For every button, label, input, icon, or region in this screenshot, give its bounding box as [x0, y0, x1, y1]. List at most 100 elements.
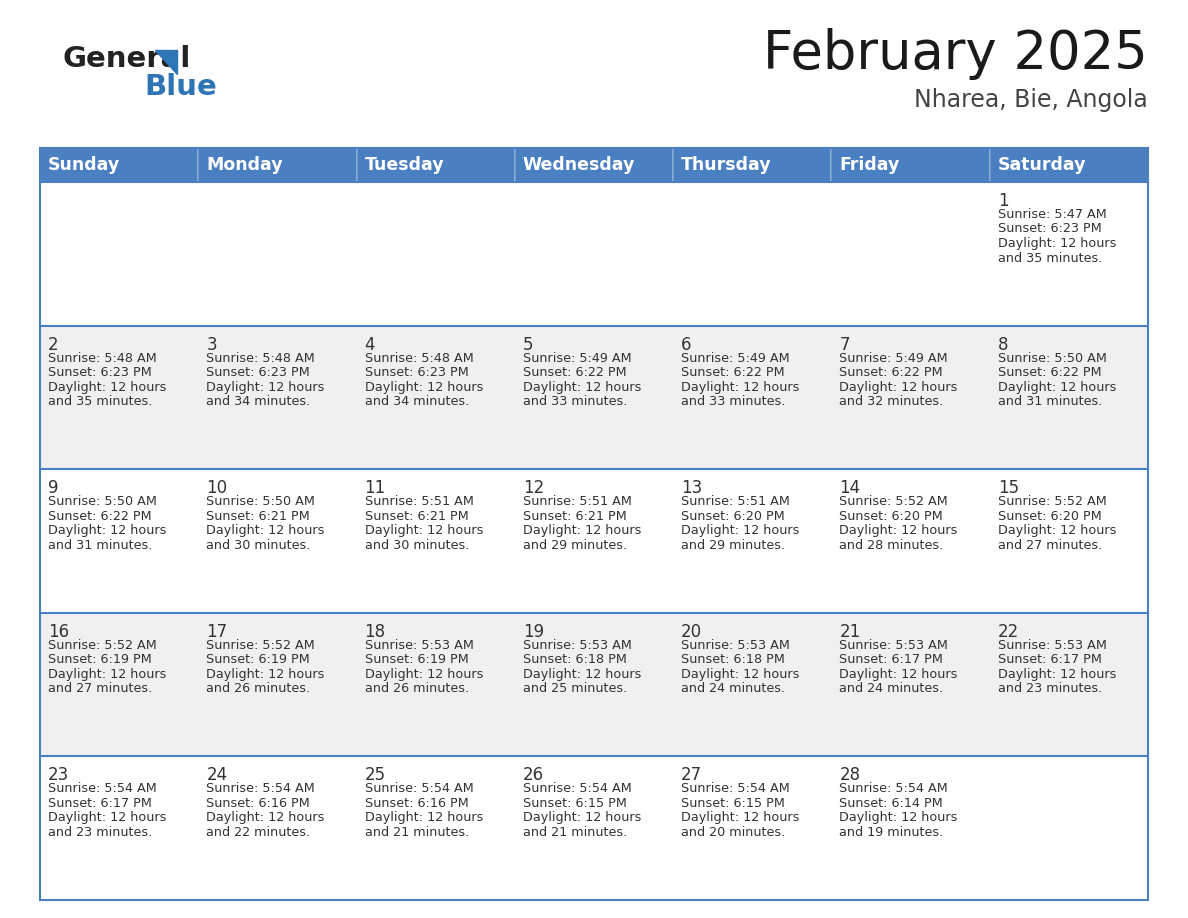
Text: and 30 minutes.: and 30 minutes.: [365, 539, 469, 552]
Text: 23: 23: [48, 767, 69, 784]
Text: 21: 21: [840, 622, 860, 641]
Text: Daylight: 12 hours: Daylight: 12 hours: [48, 667, 166, 681]
Text: 7: 7: [840, 336, 849, 353]
Text: Daylight: 12 hours: Daylight: 12 hours: [681, 524, 800, 537]
Text: Sunrise: 5:53 AM: Sunrise: 5:53 AM: [998, 639, 1106, 652]
Text: Sunrise: 5:53 AM: Sunrise: 5:53 AM: [840, 639, 948, 652]
Text: Monday: Monday: [207, 156, 283, 174]
Bar: [40, 148, 198, 182]
Text: Daylight: 12 hours: Daylight: 12 hours: [207, 812, 324, 824]
Text: Sunrise: 5:49 AM: Sunrise: 5:49 AM: [681, 352, 790, 364]
Text: and 31 minutes.: and 31 minutes.: [48, 539, 152, 552]
Text: 20: 20: [681, 622, 702, 641]
Text: and 19 minutes.: and 19 minutes.: [840, 826, 943, 839]
Text: Sunset: 6:15 PM: Sunset: 6:15 PM: [523, 797, 627, 810]
Text: and 23 minutes.: and 23 minutes.: [998, 682, 1102, 695]
Text: 8: 8: [998, 336, 1009, 353]
Text: Tuesday: Tuesday: [365, 156, 444, 174]
Text: and 35 minutes.: and 35 minutes.: [998, 252, 1102, 264]
Text: Sunset: 6:21 PM: Sunset: 6:21 PM: [365, 509, 468, 522]
Text: Daylight: 12 hours: Daylight: 12 hours: [48, 524, 166, 537]
Text: Daylight: 12 hours: Daylight: 12 hours: [998, 667, 1116, 681]
Bar: [356, 148, 514, 182]
Text: and 31 minutes.: and 31 minutes.: [998, 395, 1102, 409]
Text: Sunset: 6:17 PM: Sunset: 6:17 PM: [48, 797, 152, 810]
Text: Daylight: 12 hours: Daylight: 12 hours: [998, 237, 1116, 250]
Text: Sunrise: 5:50 AM: Sunrise: 5:50 AM: [998, 352, 1106, 364]
Text: Daylight: 12 hours: Daylight: 12 hours: [365, 667, 484, 681]
Text: and 20 minutes.: and 20 minutes.: [681, 826, 785, 839]
Text: Sunrise: 5:52 AM: Sunrise: 5:52 AM: [840, 495, 948, 509]
Text: Sunrise: 5:49 AM: Sunrise: 5:49 AM: [523, 352, 632, 364]
Text: 28: 28: [840, 767, 860, 784]
Text: 6: 6: [681, 336, 691, 353]
Text: Daylight: 12 hours: Daylight: 12 hours: [365, 524, 484, 537]
Text: 18: 18: [365, 622, 386, 641]
Text: General: General: [62, 45, 190, 73]
Text: Sunset: 6:17 PM: Sunset: 6:17 PM: [998, 654, 1101, 666]
Text: Sunset: 6:22 PM: Sunset: 6:22 PM: [48, 509, 152, 522]
Text: 1: 1: [998, 192, 1009, 210]
Text: Sunset: 6:16 PM: Sunset: 6:16 PM: [365, 797, 468, 810]
Text: Sunset: 6:20 PM: Sunset: 6:20 PM: [681, 509, 785, 522]
Text: Daylight: 12 hours: Daylight: 12 hours: [207, 381, 324, 394]
Text: Nharea, Bie, Angola: Nharea, Bie, Angola: [915, 88, 1148, 112]
Text: Sunrise: 5:53 AM: Sunrise: 5:53 AM: [523, 639, 632, 652]
Text: and 21 minutes.: and 21 minutes.: [523, 826, 627, 839]
Bar: [674, 148, 832, 182]
Bar: [40, 613, 1148, 756]
Bar: [40, 182, 1148, 326]
Text: 4: 4: [365, 336, 375, 353]
Bar: [40, 326, 1148, 469]
Text: Daylight: 12 hours: Daylight: 12 hours: [48, 381, 166, 394]
Text: 3: 3: [207, 336, 217, 353]
Text: Sunset: 6:19 PM: Sunset: 6:19 PM: [48, 654, 152, 666]
Text: Sunset: 6:20 PM: Sunset: 6:20 PM: [998, 509, 1101, 522]
Text: and 24 minutes.: and 24 minutes.: [840, 682, 943, 695]
Text: and 27 minutes.: and 27 minutes.: [48, 682, 152, 695]
Polygon shape: [154, 50, 177, 74]
Text: Sunset: 6:14 PM: Sunset: 6:14 PM: [840, 797, 943, 810]
Text: Sunset: 6:22 PM: Sunset: 6:22 PM: [523, 366, 626, 379]
Text: 13: 13: [681, 479, 702, 498]
Text: Daylight: 12 hours: Daylight: 12 hours: [365, 381, 484, 394]
Text: Sunset: 6:22 PM: Sunset: 6:22 PM: [681, 366, 785, 379]
Text: Daylight: 12 hours: Daylight: 12 hours: [523, 667, 642, 681]
Text: Sunset: 6:15 PM: Sunset: 6:15 PM: [681, 797, 785, 810]
Text: and 32 minutes.: and 32 minutes.: [840, 395, 943, 409]
Text: Sunrise: 5:52 AM: Sunrise: 5:52 AM: [207, 639, 315, 652]
Text: Sunset: 6:18 PM: Sunset: 6:18 PM: [681, 654, 785, 666]
Text: Sunset: 6:21 PM: Sunset: 6:21 PM: [523, 509, 626, 522]
Text: 22: 22: [998, 622, 1019, 641]
Text: Sunrise: 5:49 AM: Sunrise: 5:49 AM: [840, 352, 948, 364]
Text: Sunset: 6:18 PM: Sunset: 6:18 PM: [523, 654, 627, 666]
Text: Sunset: 6:23 PM: Sunset: 6:23 PM: [207, 366, 310, 379]
Text: Sunrise: 5:53 AM: Sunrise: 5:53 AM: [681, 639, 790, 652]
Text: Daylight: 12 hours: Daylight: 12 hours: [681, 812, 800, 824]
Text: 19: 19: [523, 622, 544, 641]
Text: Sunrise: 5:50 AM: Sunrise: 5:50 AM: [48, 495, 157, 509]
Text: and 26 minutes.: and 26 minutes.: [207, 682, 310, 695]
Text: and 33 minutes.: and 33 minutes.: [681, 395, 785, 409]
Text: 25: 25: [365, 767, 386, 784]
Text: Daylight: 12 hours: Daylight: 12 hours: [207, 524, 324, 537]
Text: Sunrise: 5:54 AM: Sunrise: 5:54 AM: [681, 782, 790, 795]
Text: Daylight: 12 hours: Daylight: 12 hours: [48, 812, 166, 824]
Text: and 21 minutes.: and 21 minutes.: [365, 826, 469, 839]
Text: Friday: Friday: [840, 156, 899, 174]
Text: and 29 minutes.: and 29 minutes.: [523, 539, 627, 552]
Text: Sunset: 6:19 PM: Sunset: 6:19 PM: [207, 654, 310, 666]
Text: Sunrise: 5:51 AM: Sunrise: 5:51 AM: [681, 495, 790, 509]
Bar: [514, 148, 674, 182]
Text: Daylight: 12 hours: Daylight: 12 hours: [681, 381, 800, 394]
Text: 27: 27: [681, 767, 702, 784]
Text: Sunrise: 5:52 AM: Sunrise: 5:52 AM: [998, 495, 1106, 509]
Text: Sunset: 6:21 PM: Sunset: 6:21 PM: [207, 509, 310, 522]
Text: Thursday: Thursday: [681, 156, 772, 174]
Text: 10: 10: [207, 479, 227, 498]
Text: Sunset: 6:23 PM: Sunset: 6:23 PM: [365, 366, 468, 379]
Text: Sunrise: 5:54 AM: Sunrise: 5:54 AM: [48, 782, 157, 795]
Text: Daylight: 12 hours: Daylight: 12 hours: [840, 812, 958, 824]
Text: 15: 15: [998, 479, 1019, 498]
Text: and 24 minutes.: and 24 minutes.: [681, 682, 785, 695]
